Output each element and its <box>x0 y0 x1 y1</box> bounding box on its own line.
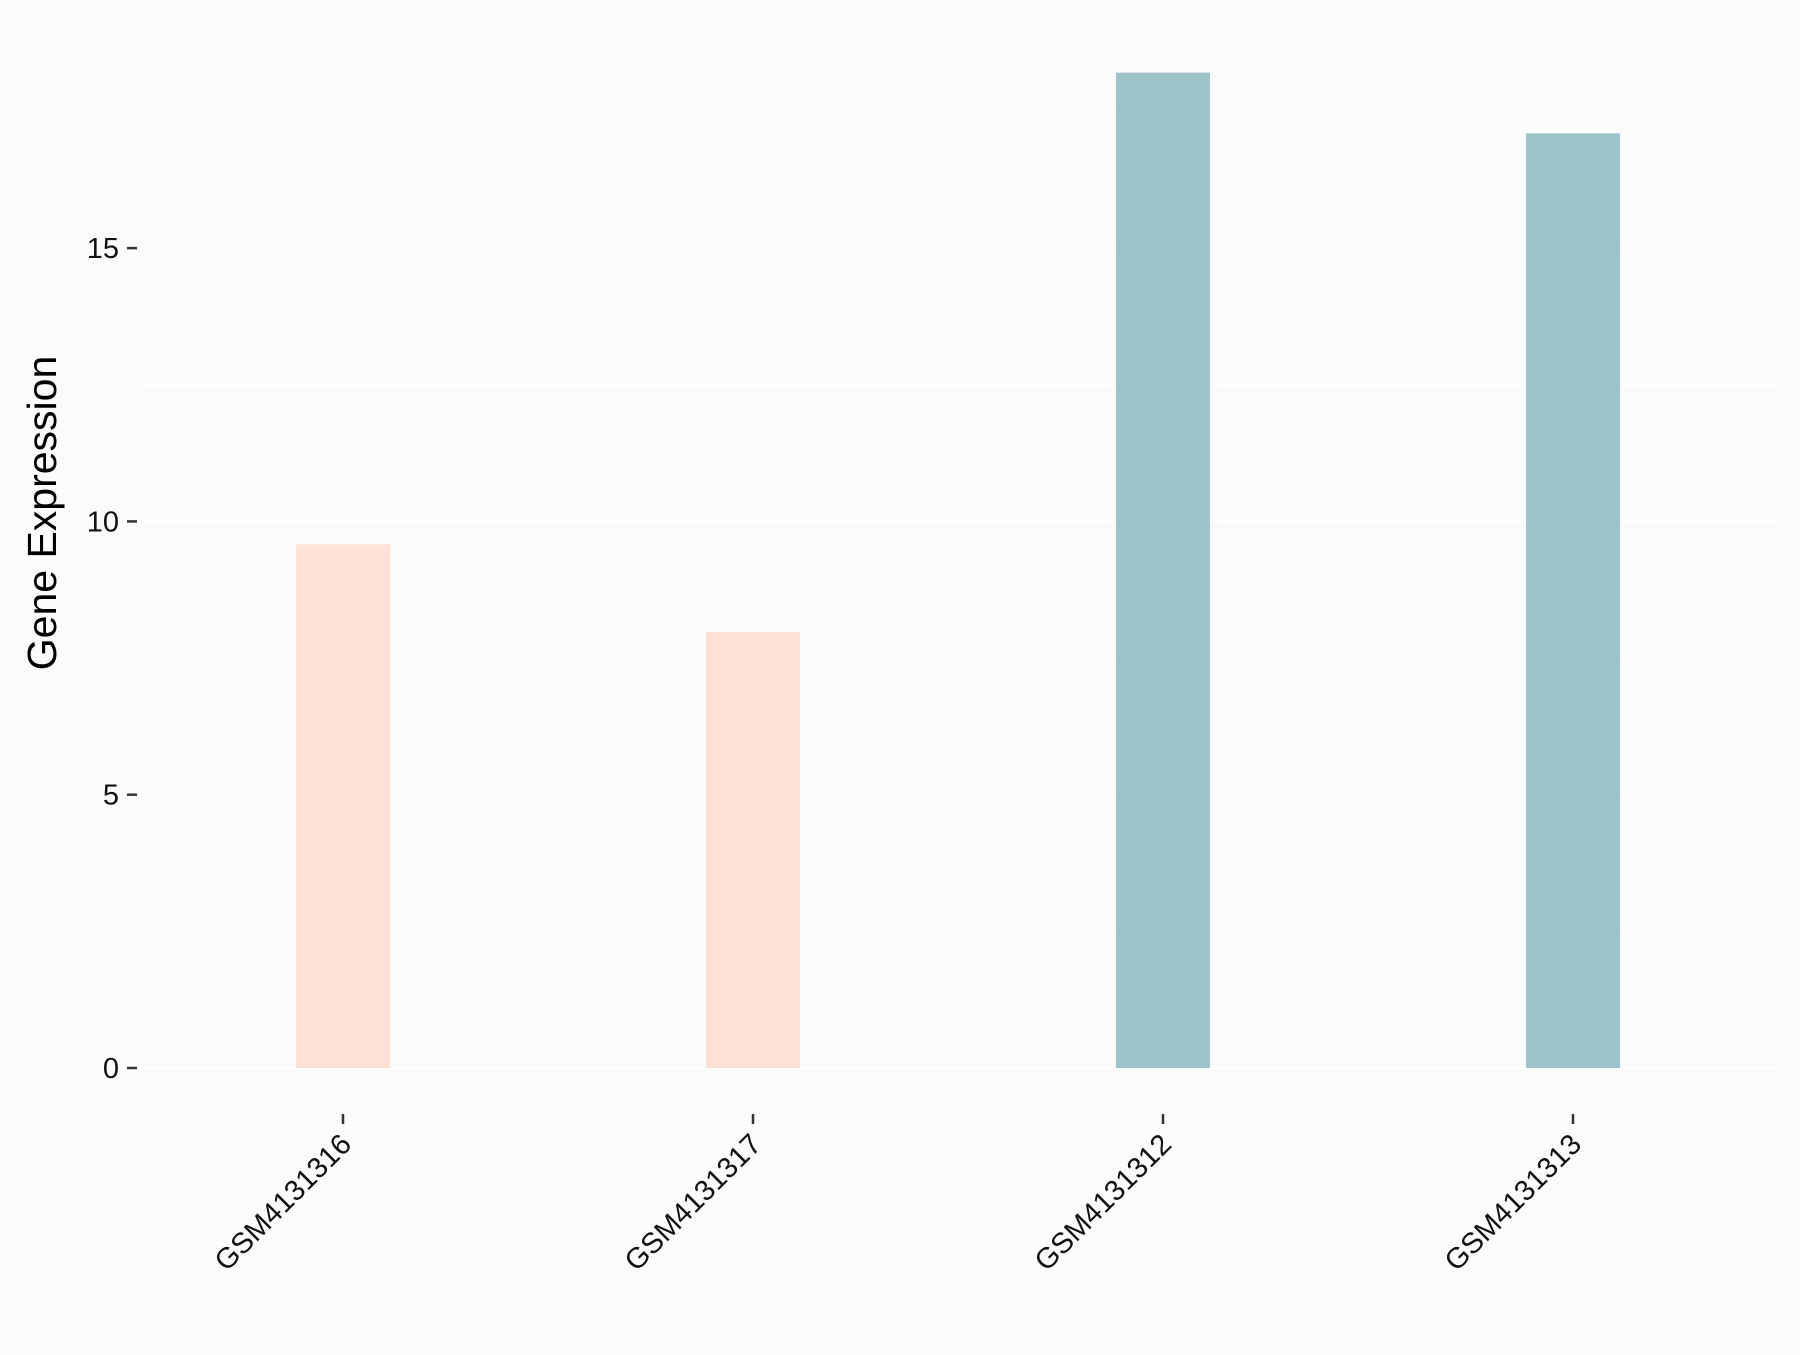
bar-GSM4131316 <box>296 544 390 1068</box>
y-tick-label: 0 <box>103 1053 119 1085</box>
y-axis-label: Gene Expression <box>19 356 65 671</box>
bar-GSM4131313 <box>1526 133 1620 1069</box>
gridlines <box>138 110 1778 1069</box>
x-axis: GSM4131316 GSM4131317 GSM4131312 GSM4131313 <box>209 1114 1588 1277</box>
y-tick-label: 15 <box>87 233 119 265</box>
y-axis: 0 5 10 15 <box>87 233 137 1085</box>
bars <box>296 72 1620 1069</box>
x-tick-label: GSM4131313 <box>1439 1128 1588 1277</box>
x-tick-label: GSM4131316 <box>209 1128 358 1277</box>
y-tick-label: 10 <box>87 506 119 538</box>
y-tick-label: 5 <box>103 780 119 812</box>
bar-GSM4131312 <box>1116 72 1210 1068</box>
x-tick-label: GSM4131317 <box>619 1128 768 1277</box>
bar-GSM4131317 <box>706 631 800 1068</box>
x-tick-label: GSM4131312 <box>1029 1128 1178 1277</box>
